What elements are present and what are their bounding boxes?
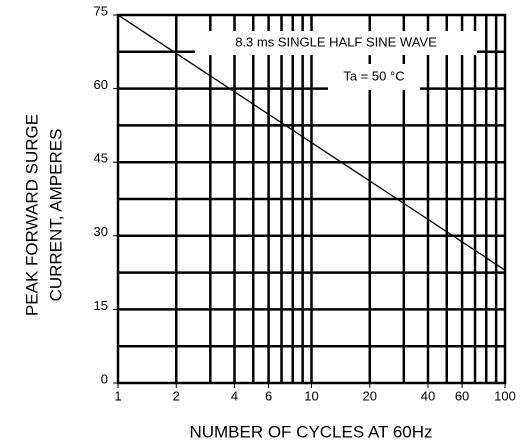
x-axis-title: NUMBER OF CYCLES AT 60Hz: [189, 422, 432, 441]
x-tick-label: 4: [231, 388, 238, 403]
x-tick-label: 100: [494, 388, 516, 403]
y-axis-title: PEAK FORWARD SURGE CURRENT, AMPERES: [22, 114, 65, 316]
x-tick-label: 10: [304, 388, 318, 403]
y-tick-label: 30: [94, 224, 108, 239]
x-tick-label: 20: [363, 388, 377, 403]
y-tick-label: 75: [94, 3, 108, 18]
y-tick-label: 15: [94, 298, 108, 313]
y-tick-label: 0: [101, 371, 108, 386]
y-axis-title-line: CURRENT, AMPERES: [46, 129, 65, 302]
x-tick-label: 1: [114, 388, 121, 403]
annotation: Ta = 50 °C: [343, 68, 404, 83]
y-tick-label: 45: [94, 151, 108, 166]
y-tick-label: 60: [94, 77, 108, 92]
x-tick-label: 6: [265, 388, 272, 403]
x-tick-label: 60: [455, 388, 469, 403]
data-line: [117, 14, 506, 271]
y-axis-title-line: PEAK FORWARD SURGE: [22, 114, 41, 316]
annotation: 8.3 ms SINGLE HALF SINE WAVE: [235, 34, 437, 49]
annotation-box: [328, 64, 420, 90]
annotation-box: [195, 31, 477, 55]
x-tick-label: 2: [173, 388, 180, 403]
x-tick-label: 40: [421, 388, 435, 403]
